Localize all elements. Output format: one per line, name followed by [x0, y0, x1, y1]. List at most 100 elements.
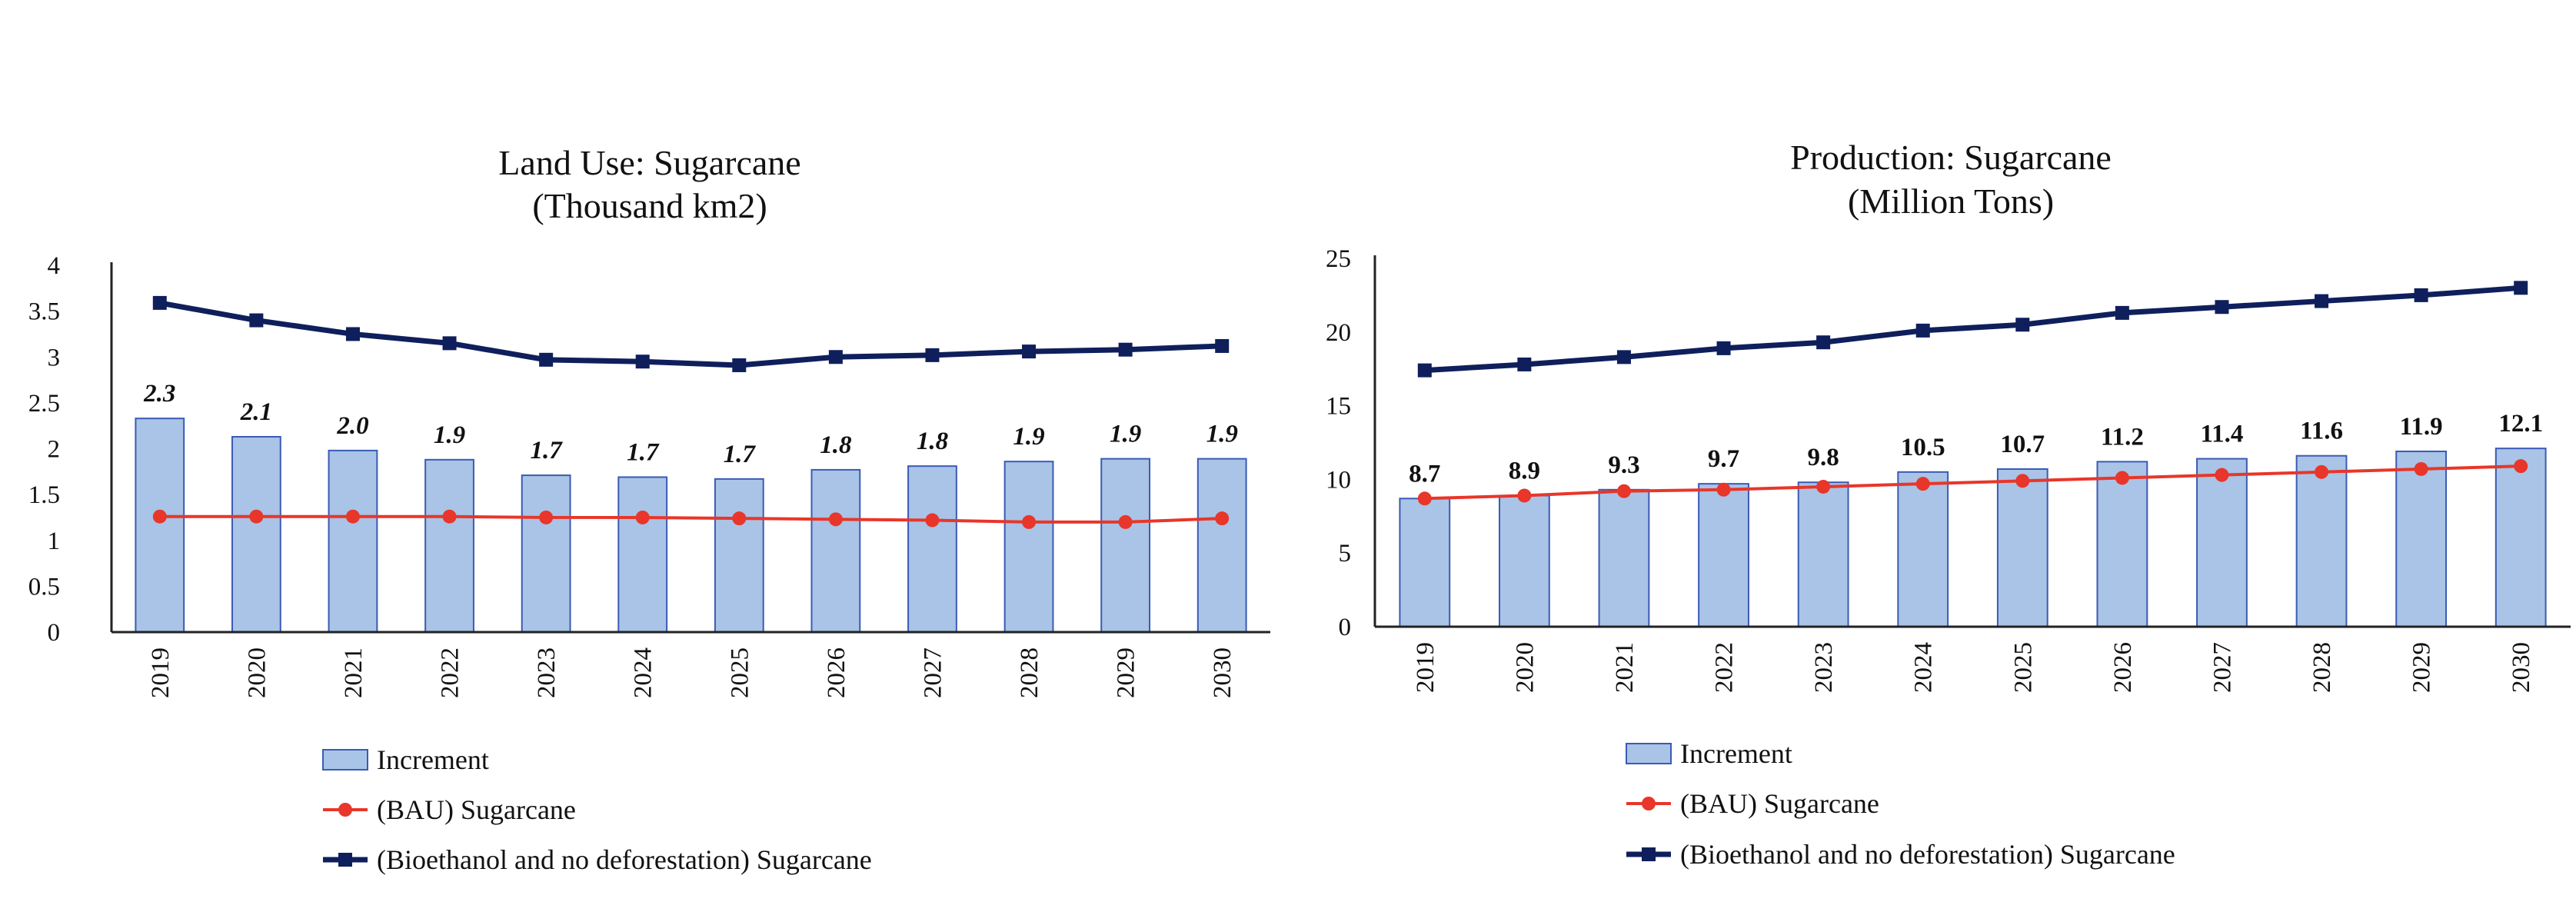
x-tick-label: 2027 [2208, 642, 2236, 693]
bar-data-label: 2.0 [336, 412, 368, 440]
bar-increment [1698, 483, 1749, 628]
x-tick-label: 2024 [1910, 642, 1938, 693]
bioethanol-point [732, 358, 747, 372]
bar-increment [2395, 450, 2448, 627]
chart-title: Production: Sugarcane [1790, 138, 2112, 177]
y-tick-label: 2.5 [28, 390, 60, 418]
bar-increment [810, 468, 861, 633]
x-tick-label: 2023 [1810, 642, 1838, 693]
y-tick-label: 0 [1339, 614, 1352, 641]
y-tick-label: 3.5 [28, 298, 60, 326]
bioethanol-point [2315, 294, 2329, 308]
legend-label: Increment [1680, 738, 1792, 769]
bau-point [828, 512, 843, 527]
y-tick-label: 20 [1326, 319, 1351, 347]
bioethanol-point [1716, 341, 1731, 355]
bar-data-label: 10.7 [2000, 431, 2045, 458]
y-tick-label: 1 [48, 528, 61, 555]
bar-data-label: 1.7 [627, 438, 660, 466]
x-tick-label: 2022 [437, 647, 464, 698]
bioethanol-point [2414, 288, 2428, 302]
bar-data-label: 11.4 [2200, 421, 2243, 448]
bar-data-label: 9.7 [1708, 445, 1739, 473]
y-tick-label: 15 [1326, 393, 1351, 421]
x-tick-label: 2024 [630, 647, 657, 698]
bioethanol-point [1616, 350, 1631, 364]
legend-marker-bau [1642, 797, 1656, 810]
bioethanol-point [2215, 300, 2229, 315]
y-tick-label: 25 [1326, 245, 1351, 273]
y-tick-label: 0 [48, 619, 61, 647]
x-tick-label: 2028 [1016, 647, 1043, 698]
y-tick-label: 5 [1339, 540, 1352, 568]
bar-increment [328, 449, 378, 634]
bau-point [2315, 464, 2329, 479]
bioethanol-series-line [1424, 285, 2521, 374]
production-chart: Production: Sugarcane (Million Tons) 0 5 10 1… [1326, 138, 2571, 870]
y-tick-label: 1.5 [28, 481, 60, 509]
bioethanol-point [249, 313, 264, 328]
bau-point [925, 513, 940, 528]
bar-increment [1996, 468, 2048, 627]
bar-increment [1498, 494, 1550, 628]
bar-increment [2295, 454, 2348, 628]
bar-data-label: 11.2 [2101, 423, 2144, 451]
bau-point [249, 509, 264, 524]
bar-data-label: 1.8 [917, 428, 948, 455]
bau-point [2514, 459, 2528, 474]
bioethanol-point [1517, 357, 1532, 371]
bau-point [1517, 488, 1532, 503]
bioethanol-point [1215, 338, 1230, 353]
bau-point [1118, 514, 1133, 529]
bar-data-label: 2.3 [143, 380, 175, 408]
bar-data-label: 1.7 [531, 437, 564, 464]
production-chart-panel: Production: Sugarcane (Million Tons) 0 5 10 1… [1288, 0, 2576, 912]
chart-title: Land Use: Sugarcane [498, 143, 800, 182]
bau-series-line [159, 514, 1223, 524]
bar-increment [2096, 461, 2148, 628]
bar-increment [521, 474, 571, 634]
bar-increment [2196, 458, 2248, 627]
bar-increment [135, 418, 185, 634]
x-tick-label: 2028 [2308, 642, 2336, 693]
bar-increment [1399, 498, 1451, 627]
x-tick-label: 2021 [340, 647, 368, 698]
bar-data-label: 1.9 [1110, 421, 1141, 448]
bau-point [1915, 477, 1930, 491]
x-tick-label: 2020 [1511, 642, 1539, 693]
bar-data-label: 2.1 [240, 398, 272, 426]
bar-data-label: 8.9 [1509, 457, 1540, 484]
bioethanol-point [1118, 342, 1133, 357]
bar-increment [1003, 461, 1054, 633]
y-tick-label: 0.5 [28, 573, 60, 601]
legend-marker-bioethanol [1642, 847, 1656, 861]
x-tick-label: 2025 [726, 647, 754, 698]
y-tick-label: 3 [48, 344, 61, 371]
bau-point [539, 510, 554, 524]
bar-data-label: 10.5 [1901, 434, 1945, 461]
bar-data-label: 1.9 [434, 421, 465, 449]
bau-point [2414, 461, 2428, 476]
bar-data-label: 9.3 [1608, 451, 1639, 479]
x-tick-label: 2029 [2408, 642, 2436, 693]
bau-point [1417, 491, 1432, 506]
bioethanol-point [1915, 323, 1930, 338]
bioethanol-point [1816, 335, 1831, 350]
x-tick-label: 2025 [2009, 642, 2037, 693]
bar-increment [1196, 458, 1247, 633]
chart-subtitle: (Million Tons) [1848, 181, 2054, 221]
bar-increment [231, 435, 281, 633]
bar-data-label: 1.9 [1206, 421, 1238, 448]
legend-marker-bau [338, 803, 352, 817]
bau-point [635, 510, 650, 524]
bar-increment [2494, 448, 2547, 627]
legend-label: (BAU) Sugarcane [377, 794, 576, 825]
x-tick-label: 2030 [1209, 647, 1236, 698]
bau-point [345, 509, 360, 524]
x-tick-label: 2029 [1113, 647, 1140, 698]
bioethanol-point [2514, 281, 2528, 295]
bioethanol-point [539, 352, 554, 367]
bioethanol-point [2115, 305, 2129, 320]
x-tick-label: 2030 [2508, 642, 2535, 693]
bar-data-label: 11.9 [2400, 413, 2443, 441]
